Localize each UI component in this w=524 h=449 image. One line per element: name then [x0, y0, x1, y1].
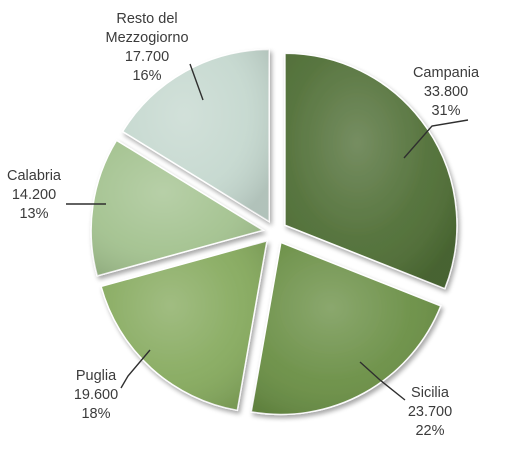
slice-value: 19.600: [73, 387, 119, 403]
slice-value: 33.800: [423, 84, 469, 100]
slices-layer: [90, 48, 458, 416]
slice-puglia: [100, 239, 268, 412]
slice-name: Puglia: [75, 368, 117, 384]
slice-percent: 31%: [431, 103, 461, 119]
slice-name: Sicilia: [411, 385, 449, 401]
leader-line: [403, 119, 469, 159]
leader-line: [359, 361, 406, 401]
slice-name: Mezzogiorno: [105, 30, 189, 46]
slice-name: Campania: [412, 65, 480, 81]
slice-value: 17.700: [124, 49, 170, 65]
slice-shading: [91, 140, 264, 276]
data-label-puglia: Puglia 19.600 18%: [74, 367, 118, 424]
slice-shading: [101, 240, 267, 411]
slice-resto-del-mezzogiorno: [121, 48, 270, 223]
slice-calabria: [90, 139, 265, 277]
slice-value: 23.700: [407, 404, 453, 420]
data-label-calabria: Calabria 14.200 13%: [7, 167, 61, 224]
slice-name: Resto del: [116, 11, 178, 27]
slice-percent: 16%: [132, 68, 162, 84]
slice-percent: 13%: [19, 206, 49, 222]
leader-lines: [66, 63, 469, 401]
data-label-campania: Campania 33.800 31%: [413, 64, 479, 121]
slice-campania: [284, 52, 458, 290]
leader-line: [189, 63, 204, 101]
slice-value: 14.200: [11, 187, 57, 203]
leader-line: [120, 349, 151, 389]
slice-percent: 22%: [415, 423, 445, 439]
data-label-sicilia: Sicilia 23.700 22%: [408, 384, 452, 441]
slice-percent: 18%: [81, 406, 111, 422]
slice-shading: [284, 53, 457, 289]
slice-name: Calabria: [7, 168, 61, 184]
data-label-resto-del-mezzogiorno: Resto del Mezzogiorno 17.700 16%: [105, 10, 188, 86]
slice-shading: [251, 242, 441, 415]
slice-sicilia: [250, 241, 442, 416]
slice-shading: [122, 49, 270, 222]
